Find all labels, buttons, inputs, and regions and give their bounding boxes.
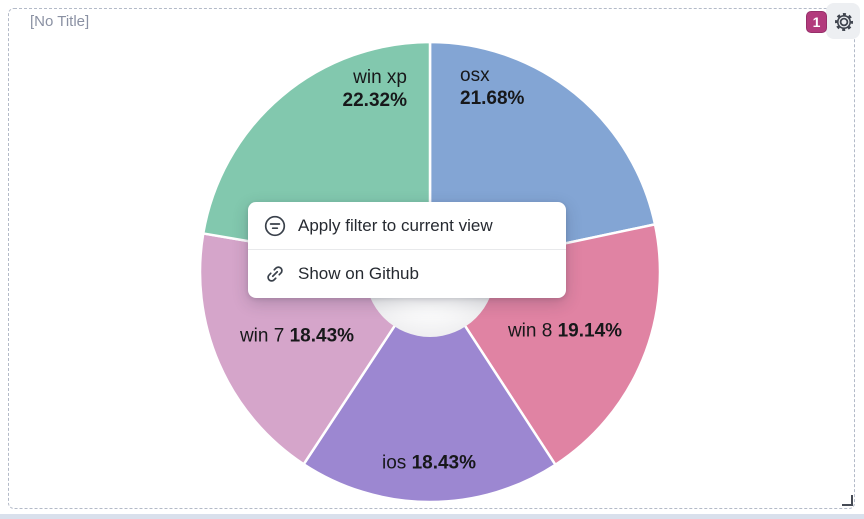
panel-corner-background: [826, 3, 860, 39]
gear-icon[interactable]: [832, 10, 856, 34]
pie-label-ios: ios 18.43%: [381, 452, 477, 474]
filter-circle-icon: [262, 213, 288, 239]
panel-title: [No Title]: [30, 13, 90, 30]
pie-label-win-xp: win xp 22.32%: [342, 67, 407, 111]
pie-label-win-8: win 8 19.14%: [507, 320, 623, 342]
pie-label-win-7: win 7 18.43%: [239, 325, 355, 347]
menu-item-label: Show on Github: [298, 263, 419, 283]
link-icon: [262, 261, 288, 287]
menu-item-apply-filter[interactable]: Apply filter to current view: [248, 202, 566, 249]
pie-slice-ios[interactable]: [302, 270, 557, 504]
pie-label-osx: osx 21.68%: [460, 65, 525, 109]
filter-count-badge[interactable]: 1: [806, 11, 827, 33]
menu-divider: [248, 249, 566, 250]
panel-resize-handle[interactable]: [842, 495, 853, 506]
next-panel-edge: [0, 514, 864, 519]
context-menu: Apply filter to current view Show on Git…: [248, 185, 803, 298]
menu-item-label: Apply filter to current view: [298, 215, 493, 235]
menu-item-show-on-github[interactable]: Show on Github: [248, 250, 566, 297]
